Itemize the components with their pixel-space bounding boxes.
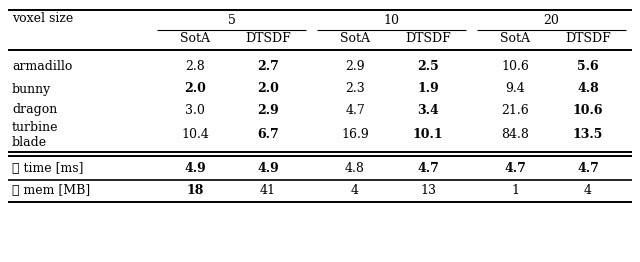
Text: 84.8: 84.8 [501,128,529,141]
Text: 4: 4 [351,184,359,198]
Text: 4.7: 4.7 [504,162,526,176]
Text: 21.6: 21.6 [501,103,529,117]
Text: 3.4: 3.4 [417,103,439,117]
Text: SotA: SotA [180,31,210,45]
Text: voxel size: voxel size [12,12,73,25]
Text: 2.0: 2.0 [184,83,206,96]
Text: 10.6: 10.6 [573,103,604,117]
Text: 13.5: 13.5 [573,128,603,141]
Text: 10.1: 10.1 [413,128,444,141]
Text: bunny: bunny [12,83,51,96]
Text: 4: 4 [584,184,592,198]
Text: 2.9: 2.9 [257,103,279,117]
Text: 5.6: 5.6 [577,61,599,74]
Text: 4.8: 4.8 [345,162,365,176]
Text: 4.7: 4.7 [345,103,365,117]
Text: 4.7: 4.7 [417,162,439,176]
Text: dragon: dragon [12,103,57,117]
Text: 4.8: 4.8 [577,83,599,96]
Text: 1: 1 [511,184,519,198]
Text: 1.9: 1.9 [417,83,439,96]
Text: 10.4: 10.4 [181,128,209,141]
Text: 16.9: 16.9 [341,128,369,141]
Text: 5: 5 [228,14,236,26]
Text: 2.9: 2.9 [345,61,365,74]
Text: DTSDF: DTSDF [405,31,451,45]
Text: SotA: SotA [500,31,530,45]
Text: armadillo: armadillo [12,61,72,74]
Text: 3.0: 3.0 [185,103,205,117]
Text: ∅ time [ms]: ∅ time [ms] [12,162,83,176]
Text: 2.5: 2.5 [417,61,439,74]
Text: 13: 13 [420,184,436,198]
Text: DTSDF: DTSDF [245,31,291,45]
Text: 9.4: 9.4 [505,83,525,96]
Text: 4.9: 4.9 [184,162,206,176]
Text: 2.8: 2.8 [185,61,205,74]
Text: 20: 20 [543,14,559,26]
Text: DTSDF: DTSDF [565,31,611,45]
Text: SotA: SotA [340,31,370,45]
Text: 6.7: 6.7 [257,128,279,141]
Text: 4.9: 4.9 [257,162,279,176]
Text: 4.7: 4.7 [577,162,599,176]
Text: 41: 41 [260,184,276,198]
Text: 2.7: 2.7 [257,61,279,74]
Text: ∅ mem [MB]: ∅ mem [MB] [12,184,90,198]
Text: 2.0: 2.0 [257,83,279,96]
Text: 10.6: 10.6 [501,61,529,74]
Text: turbine
blade: turbine blade [12,121,58,149]
Text: 18: 18 [186,184,204,198]
Text: 10: 10 [383,14,399,26]
Text: 2.3: 2.3 [345,83,365,96]
